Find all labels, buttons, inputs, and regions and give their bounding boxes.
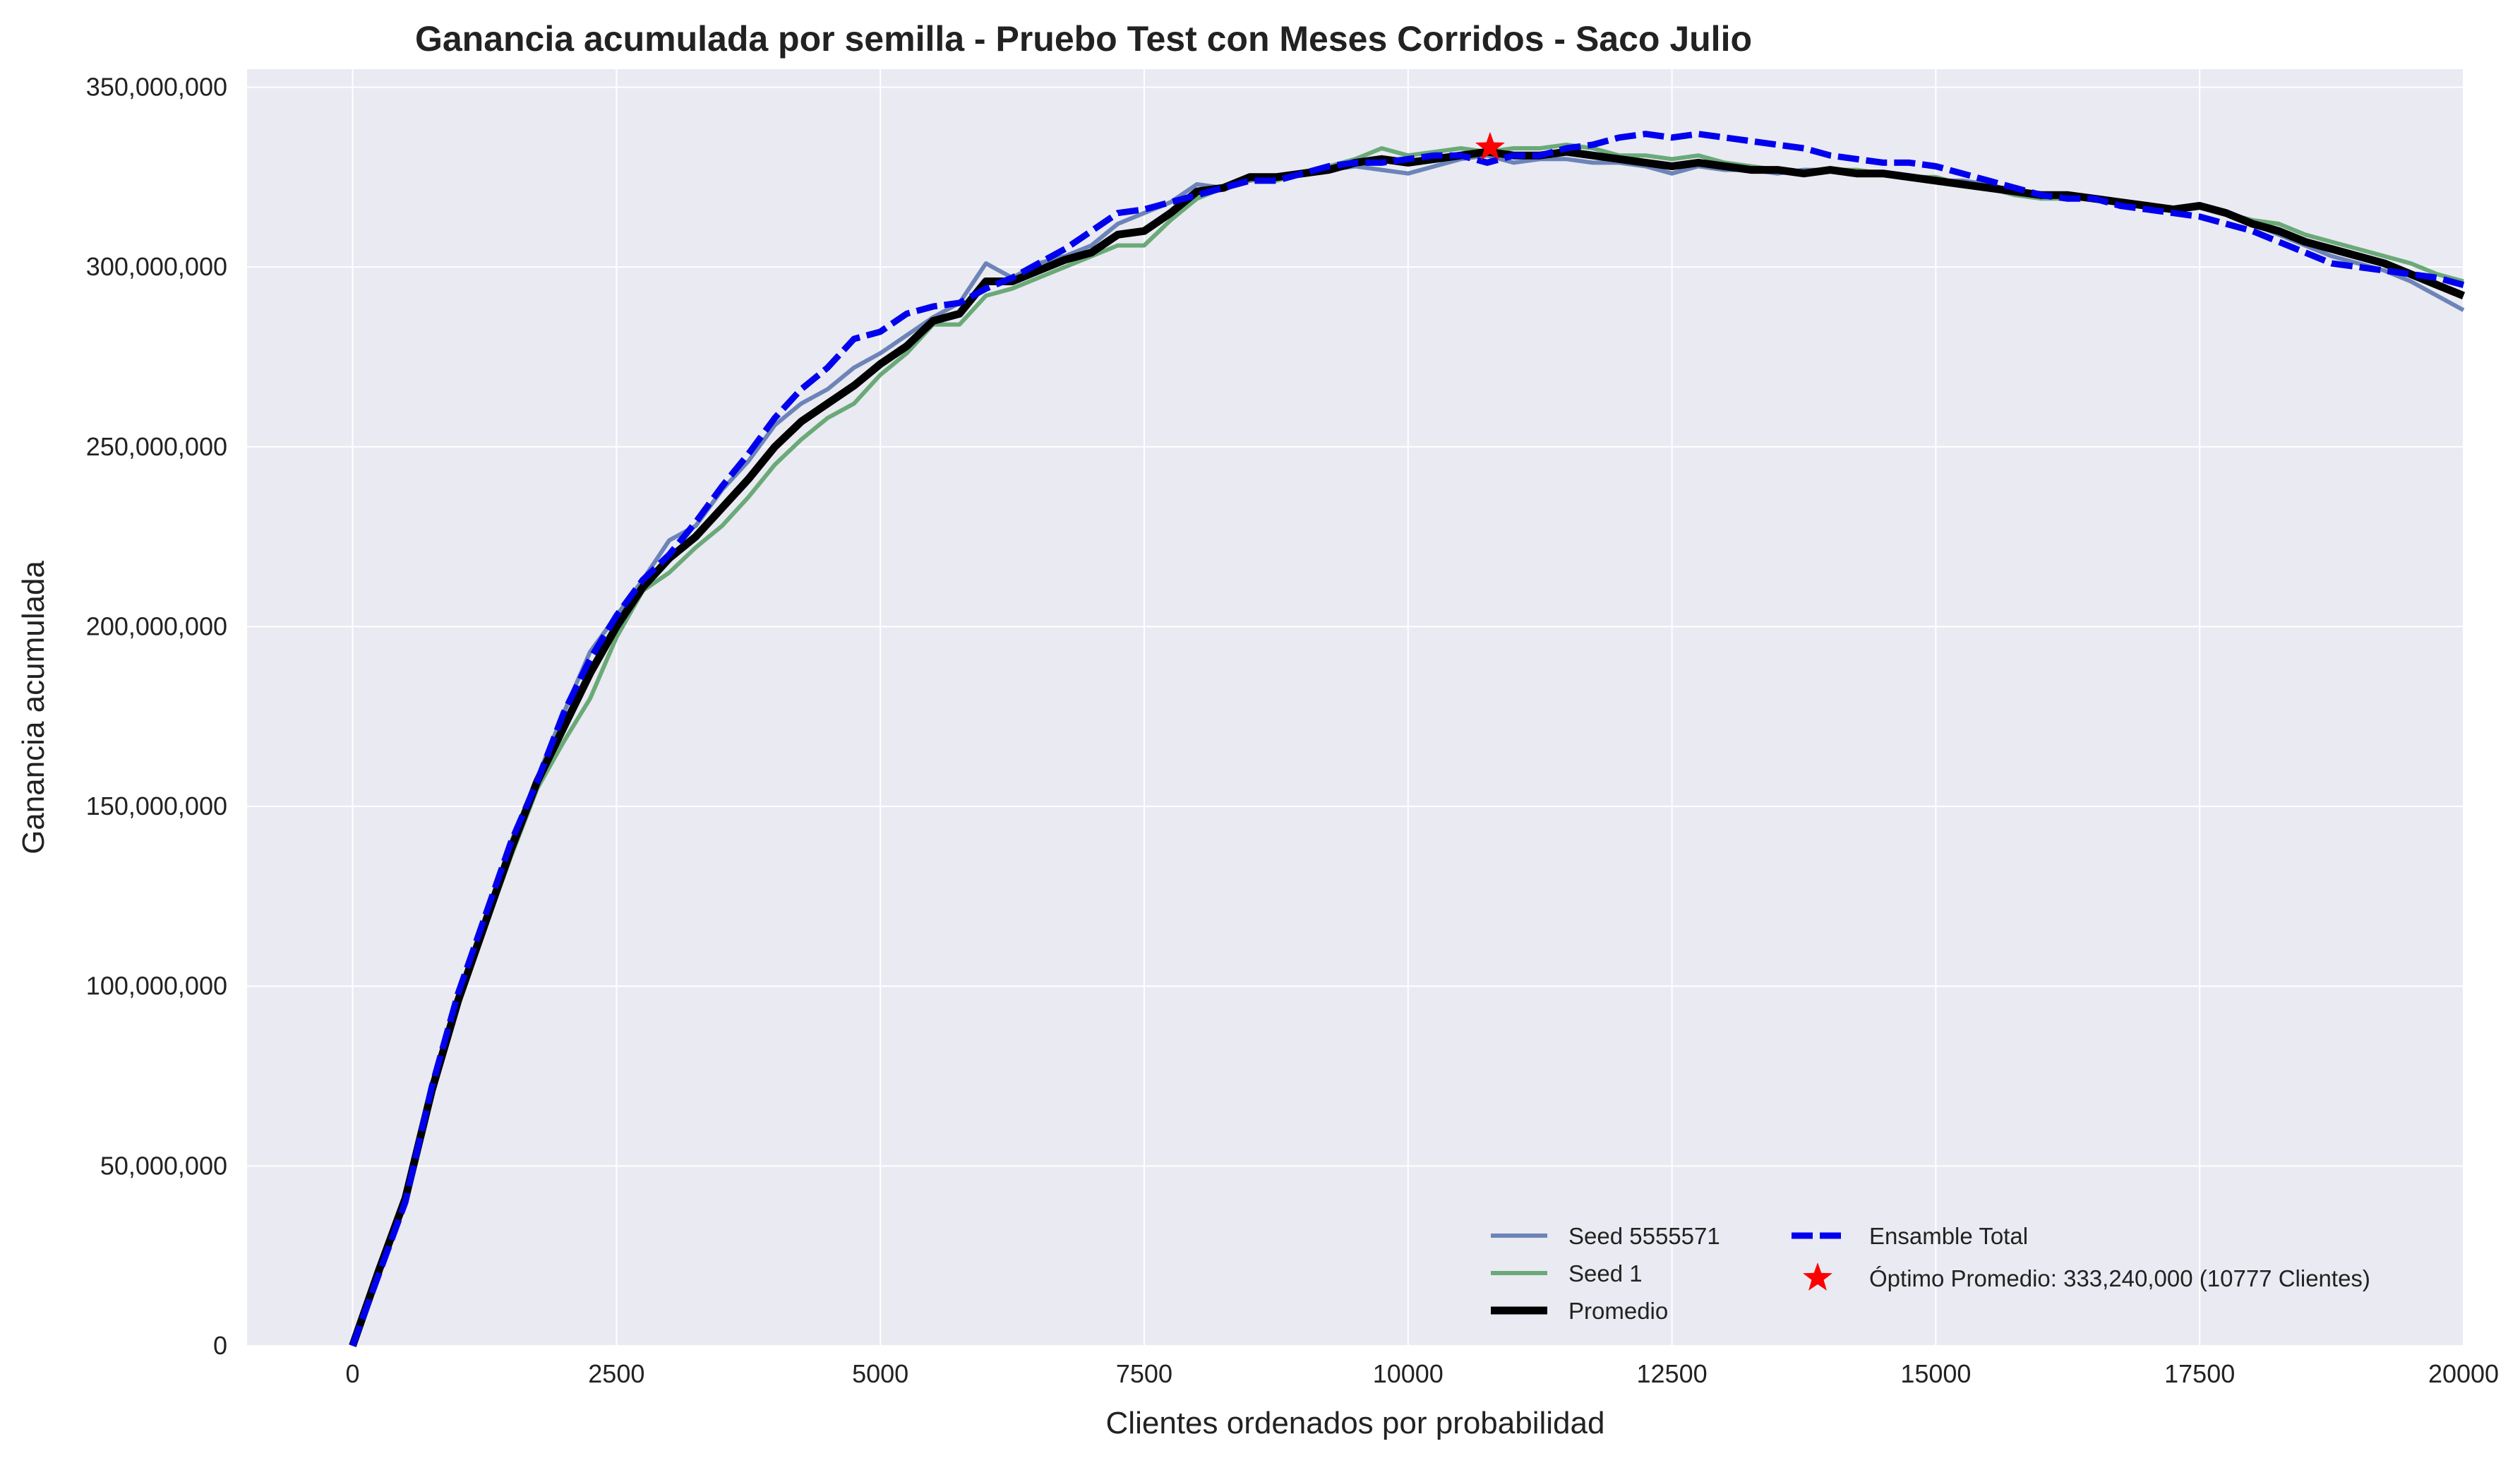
x-axis-label: Clientes ordenados por probabilidad bbox=[1106, 1406, 1605, 1440]
y-tick-label: 50,000,000 bbox=[100, 1151, 227, 1180]
y-tick-label: 350,000,000 bbox=[86, 72, 227, 101]
x-tick-label: 2500 bbox=[588, 1359, 644, 1388]
x-tick-label: 5000 bbox=[852, 1359, 908, 1388]
y-tick-label: 200,000,000 bbox=[86, 611, 227, 640]
y-tick-label: 300,000,000 bbox=[86, 252, 227, 281]
series-lines bbox=[349, 131, 2466, 1347]
legend-label-promedio: Promedio bbox=[1568, 1298, 1668, 1324]
x-tick-label: 12500 bbox=[1637, 1359, 1708, 1388]
x-tick-label: 7500 bbox=[1116, 1359, 1172, 1388]
legend-label-seed-1: Seed 1 bbox=[1568, 1260, 1643, 1286]
x-tick-label: 0 bbox=[346, 1359, 360, 1388]
y-axis-ticks: 0 50,000,000 100,000,000 150,000,000 200,000… bbox=[86, 72, 227, 1360]
optimum-star-icon bbox=[1475, 131, 1505, 160]
chart-title: Ganancia acumulada por semilla - Pruebo … bbox=[415, 19, 1752, 59]
legend-label-ensamble-total: Ensamble Total bbox=[1869, 1223, 2028, 1249]
x-tick-label: 15000 bbox=[1900, 1359, 1971, 1388]
y-tick-label: 150,000,000 bbox=[86, 792, 227, 820]
y-tick-label: 0 bbox=[213, 1331, 227, 1360]
plot-area bbox=[247, 69, 2464, 1346]
x-tick-label: 20000 bbox=[2428, 1359, 2499, 1388]
x-axis-ticks: 0 2500 5000 7500 10000 12500 15000 17500 20000 bbox=[346, 1359, 2500, 1388]
optimum-marker-layer bbox=[1475, 131, 1505, 160]
legend: Seed 5555571 Seed 1 Promedio Ensamble To… bbox=[1491, 1223, 2370, 1324]
x-tick-label: 17500 bbox=[2164, 1359, 2235, 1388]
legend-label-seed-5555571: Seed 5555571 bbox=[1568, 1223, 1720, 1249]
y-tick-label: 100,000,000 bbox=[86, 972, 227, 1001]
series-line-promedio bbox=[349, 148, 2466, 1347]
x-tick-label: 10000 bbox=[1373, 1359, 1444, 1388]
y-tick-label: 250,000,000 bbox=[86, 432, 227, 461]
y-axis-label: Ganancia acumulada bbox=[16, 561, 51, 854]
legend-star-icon bbox=[1803, 1262, 1832, 1291]
series-line-ensamble-total bbox=[349, 131, 2465, 1347]
legend-label-optimo: Óptimo Promedio: 333,240,000 (10777 Clie… bbox=[1869, 1265, 2370, 1291]
